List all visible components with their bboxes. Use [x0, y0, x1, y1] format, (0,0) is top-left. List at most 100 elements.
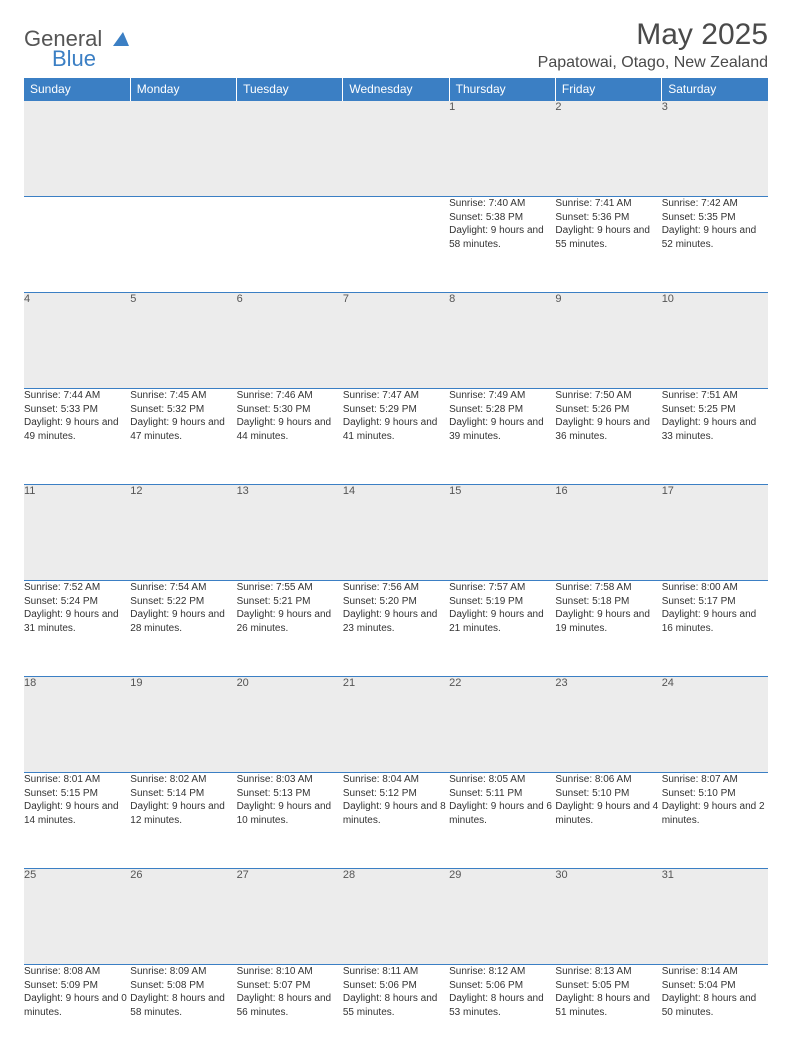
- sunset-line: Sunset: 5:28 PM: [449, 403, 555, 417]
- day-number-cell: 18: [24, 677, 130, 773]
- sunrise-line: Sunrise: 8:14 AM: [662, 965, 768, 979]
- sunrise-line: Sunrise: 7:49 AM: [449, 389, 555, 403]
- sunrise-line: Sunrise: 8:08 AM: [24, 965, 130, 979]
- daylight-line: Daylight: 8 hours and 50 minutes.: [662, 992, 768, 1019]
- day-detail-cell: Sunrise: 8:07 AMSunset: 5:10 PMDaylight:…: [662, 773, 768, 869]
- sunset-line: Sunset: 5:17 PM: [662, 595, 768, 609]
- daylight-line: Daylight: 9 hours and 21 minutes.: [449, 608, 555, 635]
- day-number-cell: 15: [449, 485, 555, 581]
- sunset-line: Sunset: 5:06 PM: [343, 979, 449, 993]
- day-detail-cell: Sunrise: 7:55 AMSunset: 5:21 PMDaylight:…: [237, 581, 343, 677]
- weekday-header: Sunday: [24, 78, 130, 101]
- sunrise-line: Sunrise: 8:00 AM: [662, 581, 768, 595]
- day-detail-cell: Sunrise: 8:08 AMSunset: 5:09 PMDaylight:…: [24, 965, 130, 1061]
- day-detail-cell: Sunrise: 8:01 AMSunset: 5:15 PMDaylight:…: [24, 773, 130, 869]
- daylight-line: Daylight: 9 hours and 52 minutes.: [662, 224, 768, 251]
- day-number-row: 45678910: [24, 293, 768, 389]
- sunrise-line: Sunrise: 7:56 AM: [343, 581, 449, 595]
- day-detail-cell: Sunrise: 8:00 AMSunset: 5:17 PMDaylight:…: [662, 581, 768, 677]
- sunrise-line: Sunrise: 7:44 AM: [24, 389, 130, 403]
- sunrise-line: Sunrise: 8:13 AM: [555, 965, 661, 979]
- sunset-line: Sunset: 5:38 PM: [449, 211, 555, 225]
- day-number-cell: 5: [130, 293, 236, 389]
- day-number-cell: 23: [555, 677, 661, 773]
- sunrise-line: Sunrise: 7:58 AM: [555, 581, 661, 595]
- sunrise-line: Sunrise: 7:47 AM: [343, 389, 449, 403]
- sunrise-line: Sunrise: 8:02 AM: [130, 773, 236, 787]
- sunrise-line: Sunrise: 7:46 AM: [237, 389, 343, 403]
- sunset-line: Sunset: 5:06 PM: [449, 979, 555, 993]
- day-detail-cell: Sunrise: 7:41 AMSunset: 5:36 PMDaylight:…: [555, 197, 661, 293]
- sunset-line: Sunset: 5:12 PM: [343, 787, 449, 801]
- header: General May 2025 Papatowai, Otago, New Z…: [24, 18, 768, 72]
- sunrise-line: Sunrise: 8:10 AM: [237, 965, 343, 979]
- day-number-cell: 4: [24, 293, 130, 389]
- day-detail-cell: Sunrise: 8:05 AMSunset: 5:11 PMDaylight:…: [449, 773, 555, 869]
- day-number-cell: 12: [130, 485, 236, 581]
- sunset-line: Sunset: 5:15 PM: [24, 787, 130, 801]
- day-detail-cell: Sunrise: 7:51 AMSunset: 5:25 PMDaylight:…: [662, 389, 768, 485]
- weekday-header: Tuesday: [237, 78, 343, 101]
- day-number-cell: 7: [343, 293, 449, 389]
- day-number-cell: 17: [662, 485, 768, 581]
- day-detail-cell: Sunrise: 8:14 AMSunset: 5:04 PMDaylight:…: [662, 965, 768, 1061]
- day-number-cell: 31: [662, 869, 768, 965]
- day-detail-cell: Sunrise: 7:49 AMSunset: 5:28 PMDaylight:…: [449, 389, 555, 485]
- day-detail-cell: [237, 197, 343, 293]
- day-number-cell: [237, 101, 343, 197]
- daylight-line: Daylight: 9 hours and 2 minutes.: [662, 800, 768, 827]
- daylight-line: Daylight: 8 hours and 56 minutes.: [237, 992, 343, 1019]
- daylight-line: Daylight: 9 hours and 39 minutes.: [449, 416, 555, 443]
- sunset-line: Sunset: 5:14 PM: [130, 787, 236, 801]
- day-detail-cell: Sunrise: 7:46 AMSunset: 5:30 PMDaylight:…: [237, 389, 343, 485]
- weekday-header: Monday: [130, 78, 236, 101]
- daylight-line: Daylight: 9 hours and 49 minutes.: [24, 416, 130, 443]
- day-detail-cell: Sunrise: 7:52 AMSunset: 5:24 PMDaylight:…: [24, 581, 130, 677]
- day-detail-cell: Sunrise: 8:12 AMSunset: 5:06 PMDaylight:…: [449, 965, 555, 1061]
- daylight-line: Daylight: 9 hours and 26 minutes.: [237, 608, 343, 635]
- sunset-line: Sunset: 5:21 PM: [237, 595, 343, 609]
- daylight-line: Daylight: 9 hours and 47 minutes.: [130, 416, 236, 443]
- daylight-line: Daylight: 9 hours and 8 minutes.: [343, 800, 449, 827]
- daylight-line: Daylight: 9 hours and 36 minutes.: [555, 416, 661, 443]
- weekday-header: Saturday: [662, 78, 768, 101]
- sunrise-line: Sunrise: 7:54 AM: [130, 581, 236, 595]
- day-number-row: 123: [24, 101, 768, 197]
- day-number-cell: 11: [24, 485, 130, 581]
- day-detail-cell: Sunrise: 8:04 AMSunset: 5:12 PMDaylight:…: [343, 773, 449, 869]
- day-number-cell: [24, 101, 130, 197]
- daylight-line: Daylight: 9 hours and 58 minutes.: [449, 224, 555, 251]
- sunset-line: Sunset: 5:35 PM: [662, 211, 768, 225]
- sunset-line: Sunset: 5:07 PM: [237, 979, 343, 993]
- sunset-line: Sunset: 5:30 PM: [237, 403, 343, 417]
- weekday-header-row: Sunday Monday Tuesday Wednesday Thursday…: [24, 78, 768, 101]
- sunrise-line: Sunrise: 7:57 AM: [449, 581, 555, 595]
- weekday-header: Friday: [555, 78, 661, 101]
- daylight-line: Daylight: 8 hours and 53 minutes.: [449, 992, 555, 1019]
- sunset-line: Sunset: 5:18 PM: [555, 595, 661, 609]
- day-number-cell: 22: [449, 677, 555, 773]
- sunrise-line: Sunrise: 7:41 AM: [555, 197, 661, 211]
- sunrise-line: Sunrise: 8:01 AM: [24, 773, 130, 787]
- day-number-row: 18192021222324: [24, 677, 768, 773]
- day-detail-cell: Sunrise: 7:54 AMSunset: 5:22 PMDaylight:…: [130, 581, 236, 677]
- day-number-cell: 20: [237, 677, 343, 773]
- day-detail-cell: Sunrise: 8:10 AMSunset: 5:07 PMDaylight:…: [237, 965, 343, 1061]
- sunset-line: Sunset: 5:10 PM: [662, 787, 768, 801]
- day-detail-cell: Sunrise: 7:45 AMSunset: 5:32 PMDaylight:…: [130, 389, 236, 485]
- location-label: Papatowai, Otago, New Zealand: [538, 54, 768, 72]
- sunset-line: Sunset: 5:26 PM: [555, 403, 661, 417]
- day-number-cell: 13: [237, 485, 343, 581]
- day-number-cell: 1: [449, 101, 555, 197]
- sunrise-line: Sunrise: 8:04 AM: [343, 773, 449, 787]
- day-detail-cell: [343, 197, 449, 293]
- daylight-line: Daylight: 9 hours and 16 minutes.: [662, 608, 768, 635]
- daylight-line: Daylight: 8 hours and 51 minutes.: [555, 992, 661, 1019]
- sunrise-line: Sunrise: 8:06 AM: [555, 773, 661, 787]
- daylight-line: Daylight: 9 hours and 0 minutes.: [24, 992, 130, 1019]
- sunset-line: Sunset: 5:13 PM: [237, 787, 343, 801]
- day-number-row: 11121314151617: [24, 485, 768, 581]
- sunset-line: Sunset: 5:32 PM: [130, 403, 236, 417]
- daylight-line: Daylight: 9 hours and 6 minutes.: [449, 800, 555, 827]
- daylight-line: Daylight: 8 hours and 55 minutes.: [343, 992, 449, 1019]
